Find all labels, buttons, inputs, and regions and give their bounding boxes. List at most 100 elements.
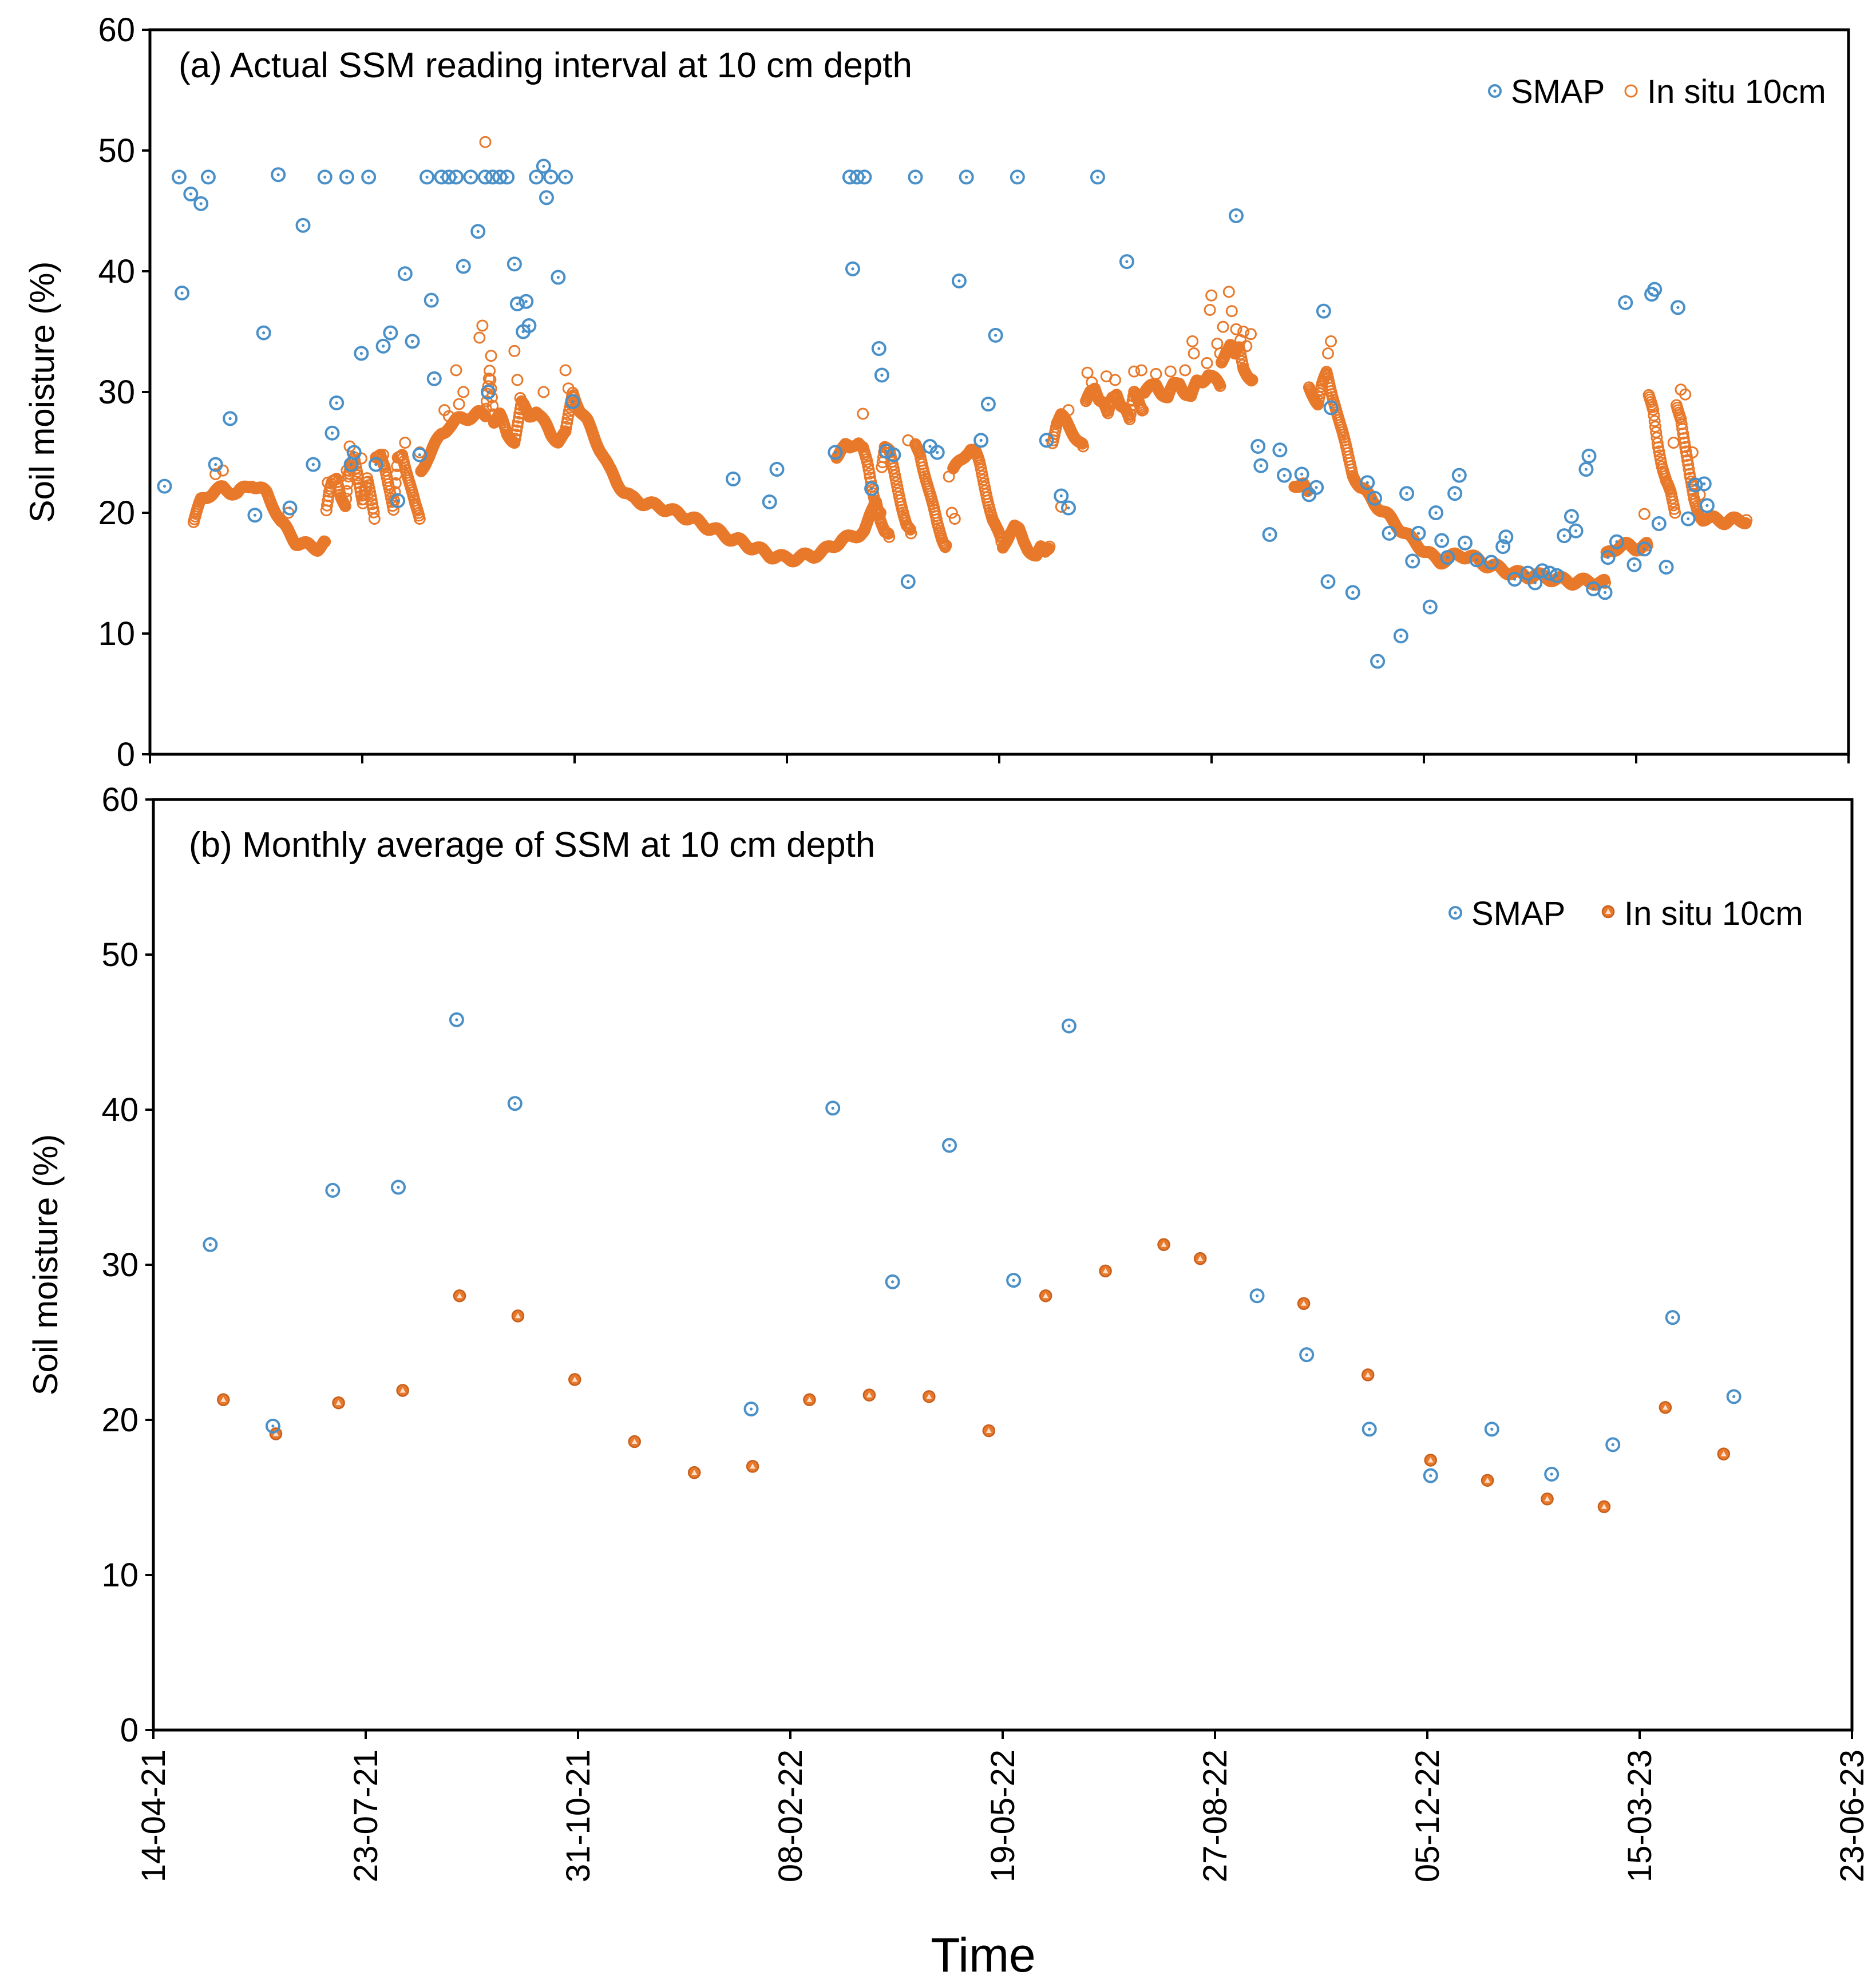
smap-point-center — [389, 331, 392, 335]
smap-point — [1600, 550, 1616, 565]
smap-point — [203, 1237, 218, 1252]
smap-point-center — [349, 463, 353, 466]
insitu-point-triangle — [1662, 1404, 1668, 1410]
insitu-point — [510, 424, 523, 437]
y-tick-label: 30 — [101, 1246, 138, 1284]
smap-point — [857, 169, 872, 185]
insitu-point-triangle — [1102, 1268, 1109, 1273]
insitu-point — [484, 374, 497, 386]
smap-point-center — [1434, 511, 1438, 514]
smap-point — [543, 169, 559, 185]
smap-point-center — [1373, 497, 1376, 500]
smap-point-center — [208, 1243, 212, 1246]
insitu-point — [480, 402, 492, 415]
smap-point-center — [907, 580, 910, 583]
y-tick-label: 20 — [98, 494, 135, 532]
legend: SMAP In situ 10cm — [1488, 73, 1826, 110]
insitu-point — [453, 398, 465, 410]
smap-point-center — [1234, 214, 1238, 217]
smap-point — [1637, 541, 1652, 557]
insitu-point — [948, 513, 961, 525]
smap-point-center — [1611, 1443, 1614, 1446]
smap-point — [871, 341, 886, 357]
insitu-point — [940, 539, 952, 552]
smap-point-center — [396, 499, 399, 502]
insitu-point — [389, 477, 402, 489]
smap-point-center — [1326, 580, 1330, 583]
insitu-point-triangle — [514, 1313, 521, 1319]
insitu-point-triangle — [986, 1427, 992, 1433]
insitu-point — [476, 319, 489, 332]
panel-b: 0 10 20 30 40 50 60 Soil moisture (%) (b) Monthl… — [26, 781, 1854, 1749]
smap-point-center — [1592, 587, 1595, 591]
smap-point-center — [382, 345, 385, 348]
x-tick-label: 14-04-21 — [135, 1750, 172, 1882]
insitu-point — [322, 494, 334, 507]
smap-point-center — [1411, 559, 1414, 563]
smap-point-center — [877, 347, 881, 350]
smap-point-center — [1574, 529, 1578, 533]
insitu-point — [1677, 428, 1689, 440]
smap-point — [426, 371, 442, 386]
smap-point-center — [311, 463, 315, 466]
insitu-point — [537, 386, 550, 398]
smap-point — [1320, 574, 1336, 589]
insitu-series — [217, 1238, 1731, 1514]
smap-point — [743, 1402, 759, 1417]
smap-point — [1272, 442, 1288, 458]
smap-point — [329, 395, 345, 410]
smap-point — [551, 270, 566, 285]
smap-point-center — [1463, 541, 1467, 545]
insitu-point — [485, 382, 497, 395]
smap-point — [529, 169, 544, 185]
smap-point — [507, 1096, 523, 1111]
y-tick-label: 50 — [98, 132, 135, 169]
insitu-point — [340, 492, 353, 505]
smap-point-center — [469, 175, 473, 179]
smap-point — [1549, 568, 1565, 583]
insitu-point — [413, 513, 426, 525]
y-tick-label: 10 — [98, 615, 135, 652]
smap-point-center — [892, 453, 895, 457]
insitu-point-triangle — [1544, 1496, 1550, 1502]
insitu-point — [1647, 403, 1660, 416]
y-tick-label: 0 — [120, 1712, 138, 1749]
smap-point — [1370, 654, 1386, 669]
y-tick-label: 40 — [101, 1091, 138, 1129]
x-tick-label: 31-10-21 — [560, 1750, 597, 1882]
smap-point — [1451, 468, 1467, 483]
smap-point — [325, 1182, 341, 1198]
smap-point — [183, 186, 199, 201]
smap-point-center — [1490, 560, 1493, 564]
smap-point — [1405, 553, 1420, 569]
smap-point-center — [1643, 547, 1646, 551]
insitu-point — [1225, 305, 1238, 318]
smap-point — [317, 169, 333, 185]
smap-point — [1688, 477, 1703, 493]
smap-point-center — [177, 175, 181, 179]
smap-point — [878, 444, 894, 459]
smap-point-center — [1501, 545, 1505, 548]
smap-point-center — [1526, 571, 1530, 575]
smap-point — [1609, 534, 1624, 549]
smap-point-center — [979, 438, 983, 442]
smap-point-center — [1307, 493, 1311, 496]
y-tick-label: 50 — [101, 936, 138, 973]
insitu-point — [1680, 445, 1692, 458]
smap-point — [506, 256, 522, 272]
smap-point — [886, 447, 901, 462]
smap-point-center — [1300, 472, 1304, 476]
insitu-point — [319, 536, 331, 548]
smap-point-center — [1045, 438, 1048, 442]
insitu-point-triangle — [335, 1400, 342, 1406]
y-axis-label: Soil moisture (%) — [23, 262, 61, 523]
smap-point — [1626, 557, 1642, 572]
smap-point — [1564, 509, 1579, 524]
smap-point — [1061, 1018, 1076, 1034]
smap-point-center — [1671, 1316, 1675, 1319]
smap-point — [1527, 575, 1543, 591]
smap-point — [1498, 529, 1514, 545]
smap-point-center — [1493, 89, 1497, 93]
insitu-point — [1164, 365, 1177, 378]
